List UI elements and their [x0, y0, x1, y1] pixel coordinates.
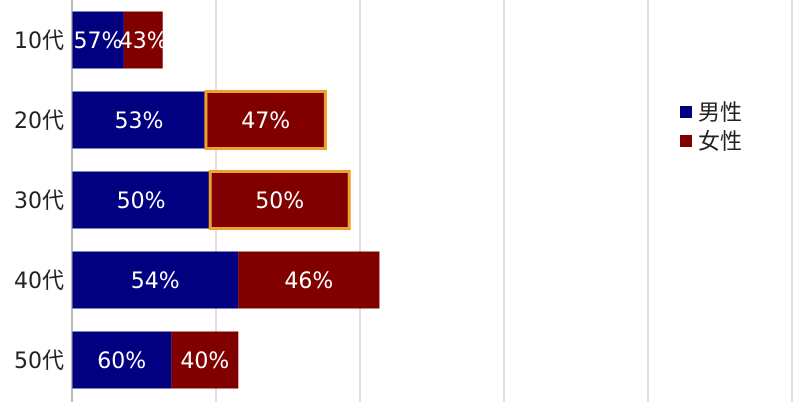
- female-bar-segment: [123, 11, 163, 69]
- bar-series: [72, 11, 380, 389]
- category-label: 40代: [14, 269, 64, 294]
- category-label: 10代: [14, 29, 64, 54]
- male-bar-segment: [72, 251, 239, 309]
- bar-value-label: 46%: [284, 269, 333, 294]
- male-bar-segment: [72, 171, 211, 229]
- female-bar-segment: [238, 251, 380, 309]
- bar-value-label: 40%: [180, 349, 229, 374]
- category-label: 50代: [14, 349, 64, 374]
- legend-label: 男性: [698, 101, 742, 126]
- legend-swatch: [680, 106, 692, 118]
- bar-value-label: 54%: [131, 269, 180, 294]
- bar-labels: 57%43% 53% 47% 50% 50% 54% 46% 60% 40%: [73, 29, 333, 374]
- category-label: 20代: [14, 109, 64, 134]
- male-bar-segment: [72, 91, 206, 149]
- female-bar-segment: [204, 90, 327, 150]
- category-label: 30代: [14, 189, 64, 214]
- bar-value-label: 53%: [115, 109, 164, 134]
- category-labels: 10代 20代 30代 40代 50代: [14, 29, 64, 374]
- male-bar-segment: [72, 331, 172, 389]
- bar-value-label: 60%: [97, 349, 146, 374]
- female-bar-segment: [208, 170, 351, 230]
- bar-value-label: 50%: [255, 189, 304, 214]
- bar-value-label: 57%: [73, 29, 122, 54]
- female-bar-segment: [171, 331, 239, 389]
- male-bar-segment: [72, 11, 124, 69]
- legend-swatch: [680, 135, 692, 147]
- bar-value-label: 43%: [119, 29, 168, 54]
- bar-value-label: 47%: [241, 109, 290, 134]
- bar-value-label: 50%: [117, 189, 166, 214]
- legend-label: 女性: [698, 130, 742, 155]
